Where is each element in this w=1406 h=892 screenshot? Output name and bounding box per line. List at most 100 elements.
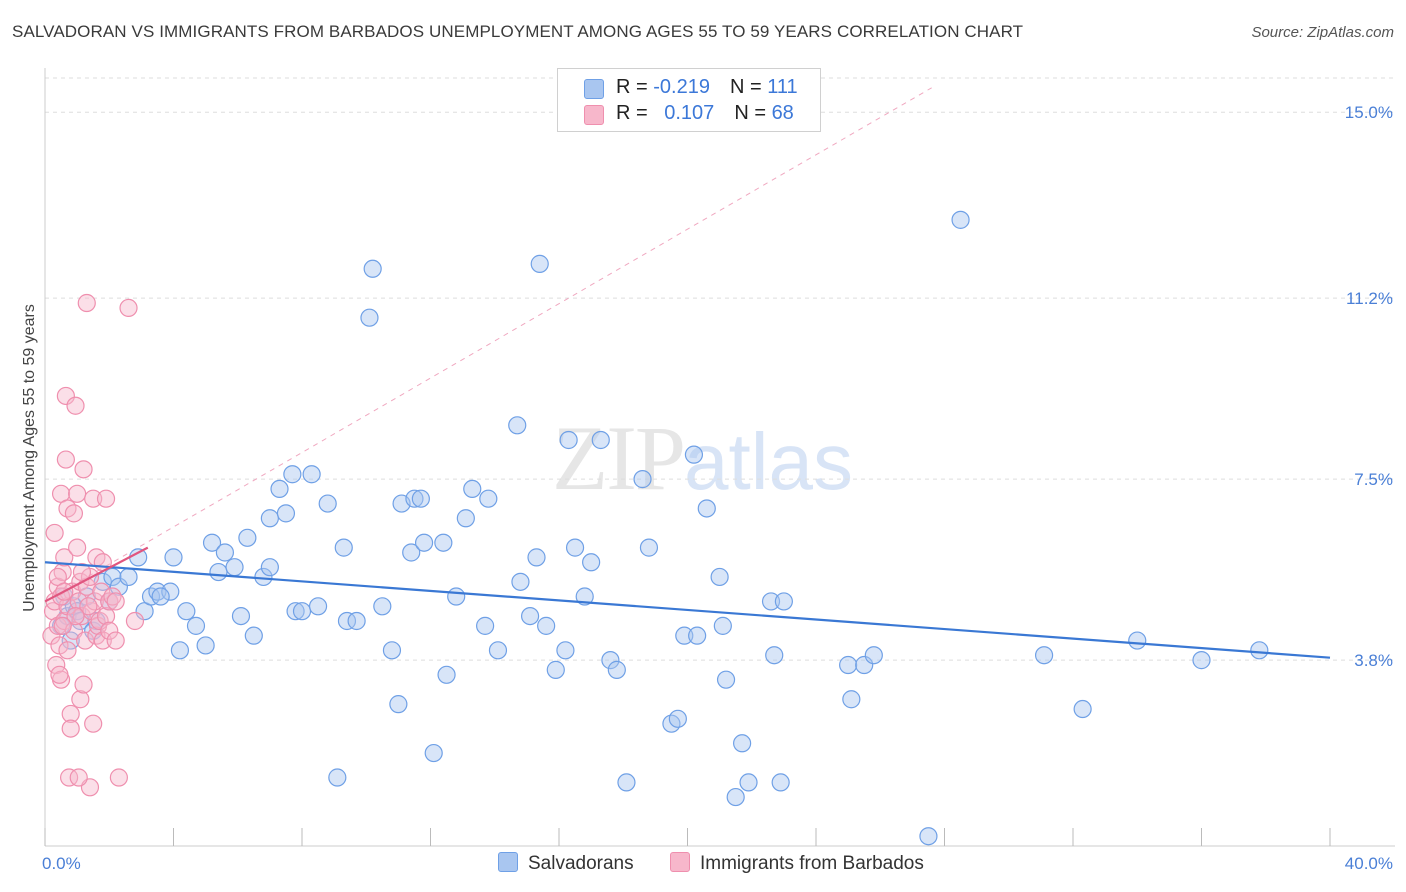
salvadoran-point bbox=[109, 577, 128, 596]
salvadoran-point bbox=[511, 572, 530, 591]
salvadoran-point bbox=[733, 734, 752, 753]
salvadoran-point bbox=[318, 494, 337, 513]
barbados-point bbox=[59, 768, 79, 787]
legend-r-label: R = bbox=[616, 102, 654, 124]
salvadoran-point bbox=[488, 641, 508, 660]
salvadoran-point bbox=[244, 626, 263, 645]
x-tick-label: 0.0% bbox=[42, 854, 81, 873]
barbados-trend-extension bbox=[44, 87, 932, 602]
bottom-legend-barbados: Immigrants from Barbados bbox=[670, 852, 924, 875]
salvadoran-point bbox=[260, 509, 279, 528]
salvadoran-point bbox=[61, 631, 80, 650]
y-tick-label: 15.0% bbox=[1345, 103, 1393, 122]
salvadoran-point bbox=[546, 660, 565, 679]
barbados-point bbox=[103, 587, 122, 606]
salvadoran-point bbox=[148, 582, 167, 601]
salvadoran-point bbox=[761, 592, 781, 611]
barbados-point bbox=[61, 719, 80, 738]
x-tick-label: 40.0% bbox=[1345, 854, 1393, 873]
salvadorans-points bbox=[51, 210, 1269, 846]
salvadoran-point bbox=[864, 646, 883, 665]
salvadoran-point bbox=[1034, 646, 1054, 665]
salvadoran-point bbox=[405, 489, 424, 508]
salvadoran-point bbox=[292, 602, 312, 621]
salvadoran-point bbox=[434, 533, 453, 552]
salvadoran-point bbox=[414, 533, 434, 552]
salvadoran-point bbox=[565, 538, 585, 557]
watermark-zip: ZIP bbox=[552, 407, 686, 509]
salvadoran-point bbox=[463, 479, 482, 499]
axes bbox=[44, 68, 1395, 847]
barbados-point bbox=[56, 386, 75, 406]
salvadoran-point bbox=[382, 641, 402, 660]
barbados-point bbox=[106, 592, 125, 611]
barbados-point bbox=[45, 523, 64, 543]
salvadoran-point bbox=[447, 587, 466, 606]
watermark-atlas: atlas bbox=[684, 417, 853, 506]
salvadoran-point bbox=[575, 587, 594, 606]
barbados-point bbox=[72, 606, 92, 626]
barbados-point bbox=[71, 690, 90, 709]
barbados-point bbox=[79, 597, 98, 616]
salvadoran-point bbox=[276, 504, 296, 523]
salvadoran-point bbox=[639, 538, 659, 557]
legend-n-label: N = bbox=[734, 102, 772, 124]
salvadoran-point bbox=[411, 489, 430, 508]
salvadoran-point bbox=[697, 499, 716, 518]
bottom-legend-salvadorans: Salvadorans bbox=[498, 852, 634, 875]
barbados-point bbox=[72, 562, 92, 582]
salvadoran-point bbox=[839, 655, 858, 675]
salvadoran-point bbox=[231, 606, 251, 626]
salvadoran-point bbox=[360, 308, 379, 327]
trend-lines bbox=[44, 546, 1331, 659]
barbados-point bbox=[109, 768, 128, 787]
salvadoran-point bbox=[170, 641, 190, 660]
legend-r-value: 0.107 bbox=[664, 102, 715, 124]
barbados-point bbox=[56, 450, 75, 469]
salvadoran-point bbox=[437, 665, 456, 684]
salvadoran-point bbox=[270, 479, 289, 499]
salvadoran-point bbox=[164, 548, 183, 567]
y-tick-label: 11.2% bbox=[1346, 289, 1393, 308]
legend-swatch-barbados bbox=[584, 105, 604, 125]
salvadoran-point bbox=[1192, 651, 1211, 670]
salvadoran-point bbox=[202, 533, 222, 552]
salvadoran-point bbox=[1250, 641, 1269, 660]
salvadoran-point bbox=[347, 611, 366, 631]
salvadoran-point bbox=[559, 430, 578, 450]
salvadoran-point bbox=[520, 606, 540, 626]
barbados-point bbox=[119, 298, 138, 318]
salvadoran-point bbox=[334, 538, 353, 557]
salvadoran-point bbox=[225, 558, 244, 577]
salvadoran-point bbox=[668, 709, 687, 728]
barbados-point bbox=[55, 548, 74, 567]
salvadoran-point bbox=[328, 768, 347, 787]
correlation-legend: R = -0.219 N = 111 R = 0.107 N = 68 bbox=[557, 68, 821, 132]
salvadoran-point bbox=[675, 626, 694, 645]
salvadoran-point bbox=[530, 254, 549, 273]
legend-n-value: 68 bbox=[771, 102, 794, 124]
barbados-points bbox=[42, 293, 145, 797]
barbados-trend-dashed bbox=[44, 87, 932, 602]
salvadoran-point bbox=[151, 587, 170, 606]
barbados-point bbox=[58, 641, 77, 660]
salvadoran-point bbox=[373, 597, 392, 616]
y-tick-label: 7.5% bbox=[1354, 470, 1393, 489]
barbados-point bbox=[96, 606, 116, 626]
salvadoran-point bbox=[537, 616, 556, 635]
salvadoran-point bbox=[177, 602, 196, 621]
salvadoran-point bbox=[308, 597, 328, 616]
barbados-point bbox=[74, 460, 93, 479]
salvadoran-point bbox=[283, 465, 302, 484]
barbados-point bbox=[125, 611, 145, 631]
salvadoran-point bbox=[688, 626, 707, 645]
barbados-point bbox=[66, 396, 85, 415]
legend-n-value: 111 bbox=[767, 76, 798, 98]
barbados-point bbox=[106, 631, 125, 650]
legend-n-label: N = bbox=[729, 76, 768, 98]
salvadoran-point bbox=[919, 827, 938, 846]
barbados-point bbox=[68, 538, 87, 557]
barbados-point bbox=[50, 665, 69, 684]
salvadoran-point bbox=[713, 616, 732, 635]
